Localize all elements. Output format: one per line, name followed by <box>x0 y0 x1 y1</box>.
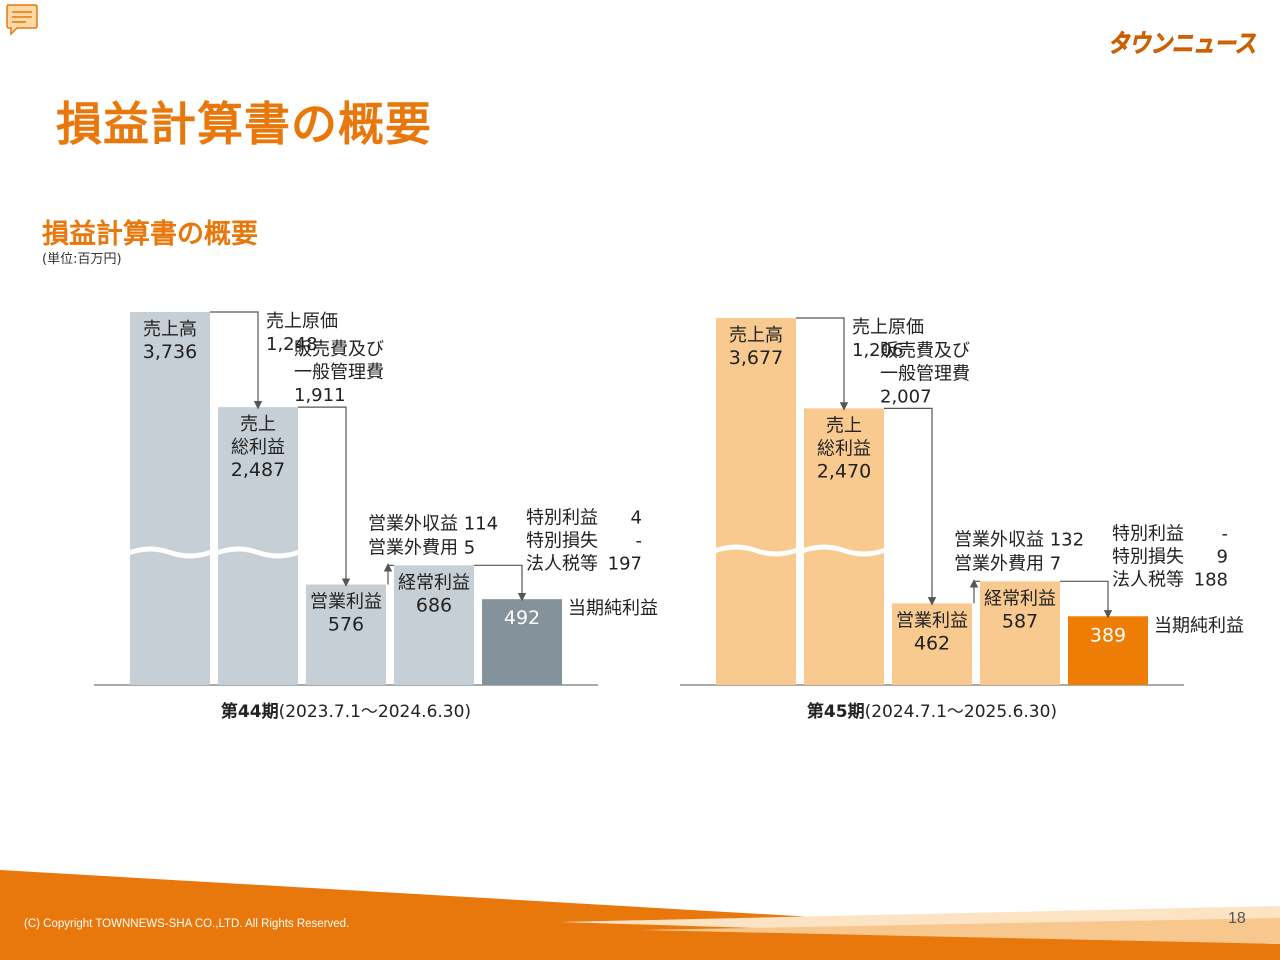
annotation-label: 特別損失 <box>526 530 598 551</box>
bar-label: 売上 <box>240 414 276 435</box>
bar-label: 当期純利益 <box>1154 615 1244 636</box>
bar-value: 3,677 <box>729 347 783 369</box>
bar-label: 当期純利益 <box>568 598 658 619</box>
axis-break-mark <box>130 546 210 559</box>
bar-label: 営業利益 <box>896 610 968 631</box>
annotation-value: - <box>1222 523 1229 544</box>
section-title: 損益計算書の概要 <box>42 219 258 250</box>
bar-value: 587 <box>1002 610 1038 632</box>
annotation-label: 営業外費用 5 <box>368 537 475 558</box>
annotation-value: 1,206 <box>852 340 904 361</box>
bar-3 <box>306 584 386 685</box>
connector-arrow <box>796 317 849 411</box>
axis-break-mark <box>716 544 796 557</box>
annotation-label: 法人税等 <box>1112 569 1184 590</box>
period-range: (2024.7.1～2025.6.30) <box>865 702 1058 722</box>
unit-note: (単位:百万円) <box>42 252 122 267</box>
annotation-label: 特別損失 <box>1112 546 1184 567</box>
annotation-label: 売上原価 <box>852 317 924 338</box>
bar-value: 3,736 <box>143 341 197 363</box>
bar-5 <box>482 599 562 685</box>
annotation-label: 売上原価 <box>266 311 338 332</box>
brand-logo: タウンニュース <box>1106 24 1260 62</box>
axis-break-mark <box>218 546 298 559</box>
bar-value: 492 <box>504 607 540 629</box>
axis-break-mark <box>804 544 884 557</box>
bar-value: 2,470 <box>817 460 871 482</box>
annotation-label: 法人税等 <box>526 553 598 574</box>
annotation-label: 販売費及び <box>294 339 384 360</box>
bar-1 <box>130 312 210 685</box>
annotation-label: 営業外費用 7 <box>954 553 1061 574</box>
bar-label: 営業利益 <box>310 592 382 613</box>
period-caption: 第45期(2024.7.1～2025.6.30) <box>807 701 1057 722</box>
bar-label: 売上高 <box>729 325 783 346</box>
annotation-value: 1,248 <box>266 334 318 355</box>
connector-arrow <box>210 311 263 410</box>
bar-4 <box>394 565 474 685</box>
annotation-label: 販売費及び <box>880 340 970 361</box>
bar-label: 売上 <box>826 415 862 436</box>
bar-3 <box>892 603 972 685</box>
annotation-value: 197 <box>608 553 642 574</box>
connector-arrow <box>884 407 937 606</box>
bar-label: 総利益 <box>817 438 871 459</box>
bar-4 <box>980 581 1060 685</box>
annotation-value: 2,007 <box>880 386 932 407</box>
annotation-label: 一般管理費 <box>294 362 384 383</box>
annotation-label: 特別利益 <box>1112 523 1184 544</box>
annotation-value: 188 <box>1194 569 1228 590</box>
annotation-label: 一般管理費 <box>880 363 970 384</box>
comment-icon[interactable] <box>4 2 38 36</box>
page-number: 18 <box>1228 910 1246 927</box>
bar-value: 576 <box>328 614 364 636</box>
connector-arrow <box>474 564 527 602</box>
connector-arrow <box>1060 580 1113 619</box>
bar-value: 2,487 <box>231 459 285 481</box>
period-range: (2023.7.1～2024.6.30) <box>279 702 472 722</box>
bar-1 <box>716 318 796 685</box>
bar-value: 686 <box>416 594 452 616</box>
connector-arrow <box>298 406 351 587</box>
period-label: 第44期 <box>221 701 279 722</box>
annotation-value: 1,911 <box>294 385 346 406</box>
bar-value: 462 <box>914 632 950 654</box>
period-label: 第45期 <box>807 701 865 722</box>
annotation-label: 特別利益 <box>526 507 598 528</box>
bar-label: 経常利益 <box>398 572 470 593</box>
footer-band <box>0 870 1280 960</box>
annotation-value: - <box>636 530 643 551</box>
annotation-label: 営業外収益 132 <box>954 529 1084 550</box>
bar-value: 389 <box>1090 624 1126 646</box>
bar-label: 売上高 <box>143 319 197 340</box>
bar-5 <box>1068 616 1148 685</box>
copyright-text: (C) Copyright TOWNNEWS-SHA CO.,LTD. All … <box>24 918 350 930</box>
annotation-value: 4 <box>631 507 642 528</box>
bar-2 <box>218 407 298 685</box>
bar-label: 経常利益 <box>984 588 1056 609</box>
logo-text: タウンニュース <box>1108 29 1256 58</box>
annotation-label: 営業外収益 114 <box>368 513 498 534</box>
annotation-value: 9 <box>1217 546 1228 567</box>
bar-label: 総利益 <box>231 437 285 458</box>
period-caption: 第44期(2023.7.1～2024.6.30) <box>221 701 471 722</box>
page-title: 損益計算書の概要 <box>56 97 432 151</box>
